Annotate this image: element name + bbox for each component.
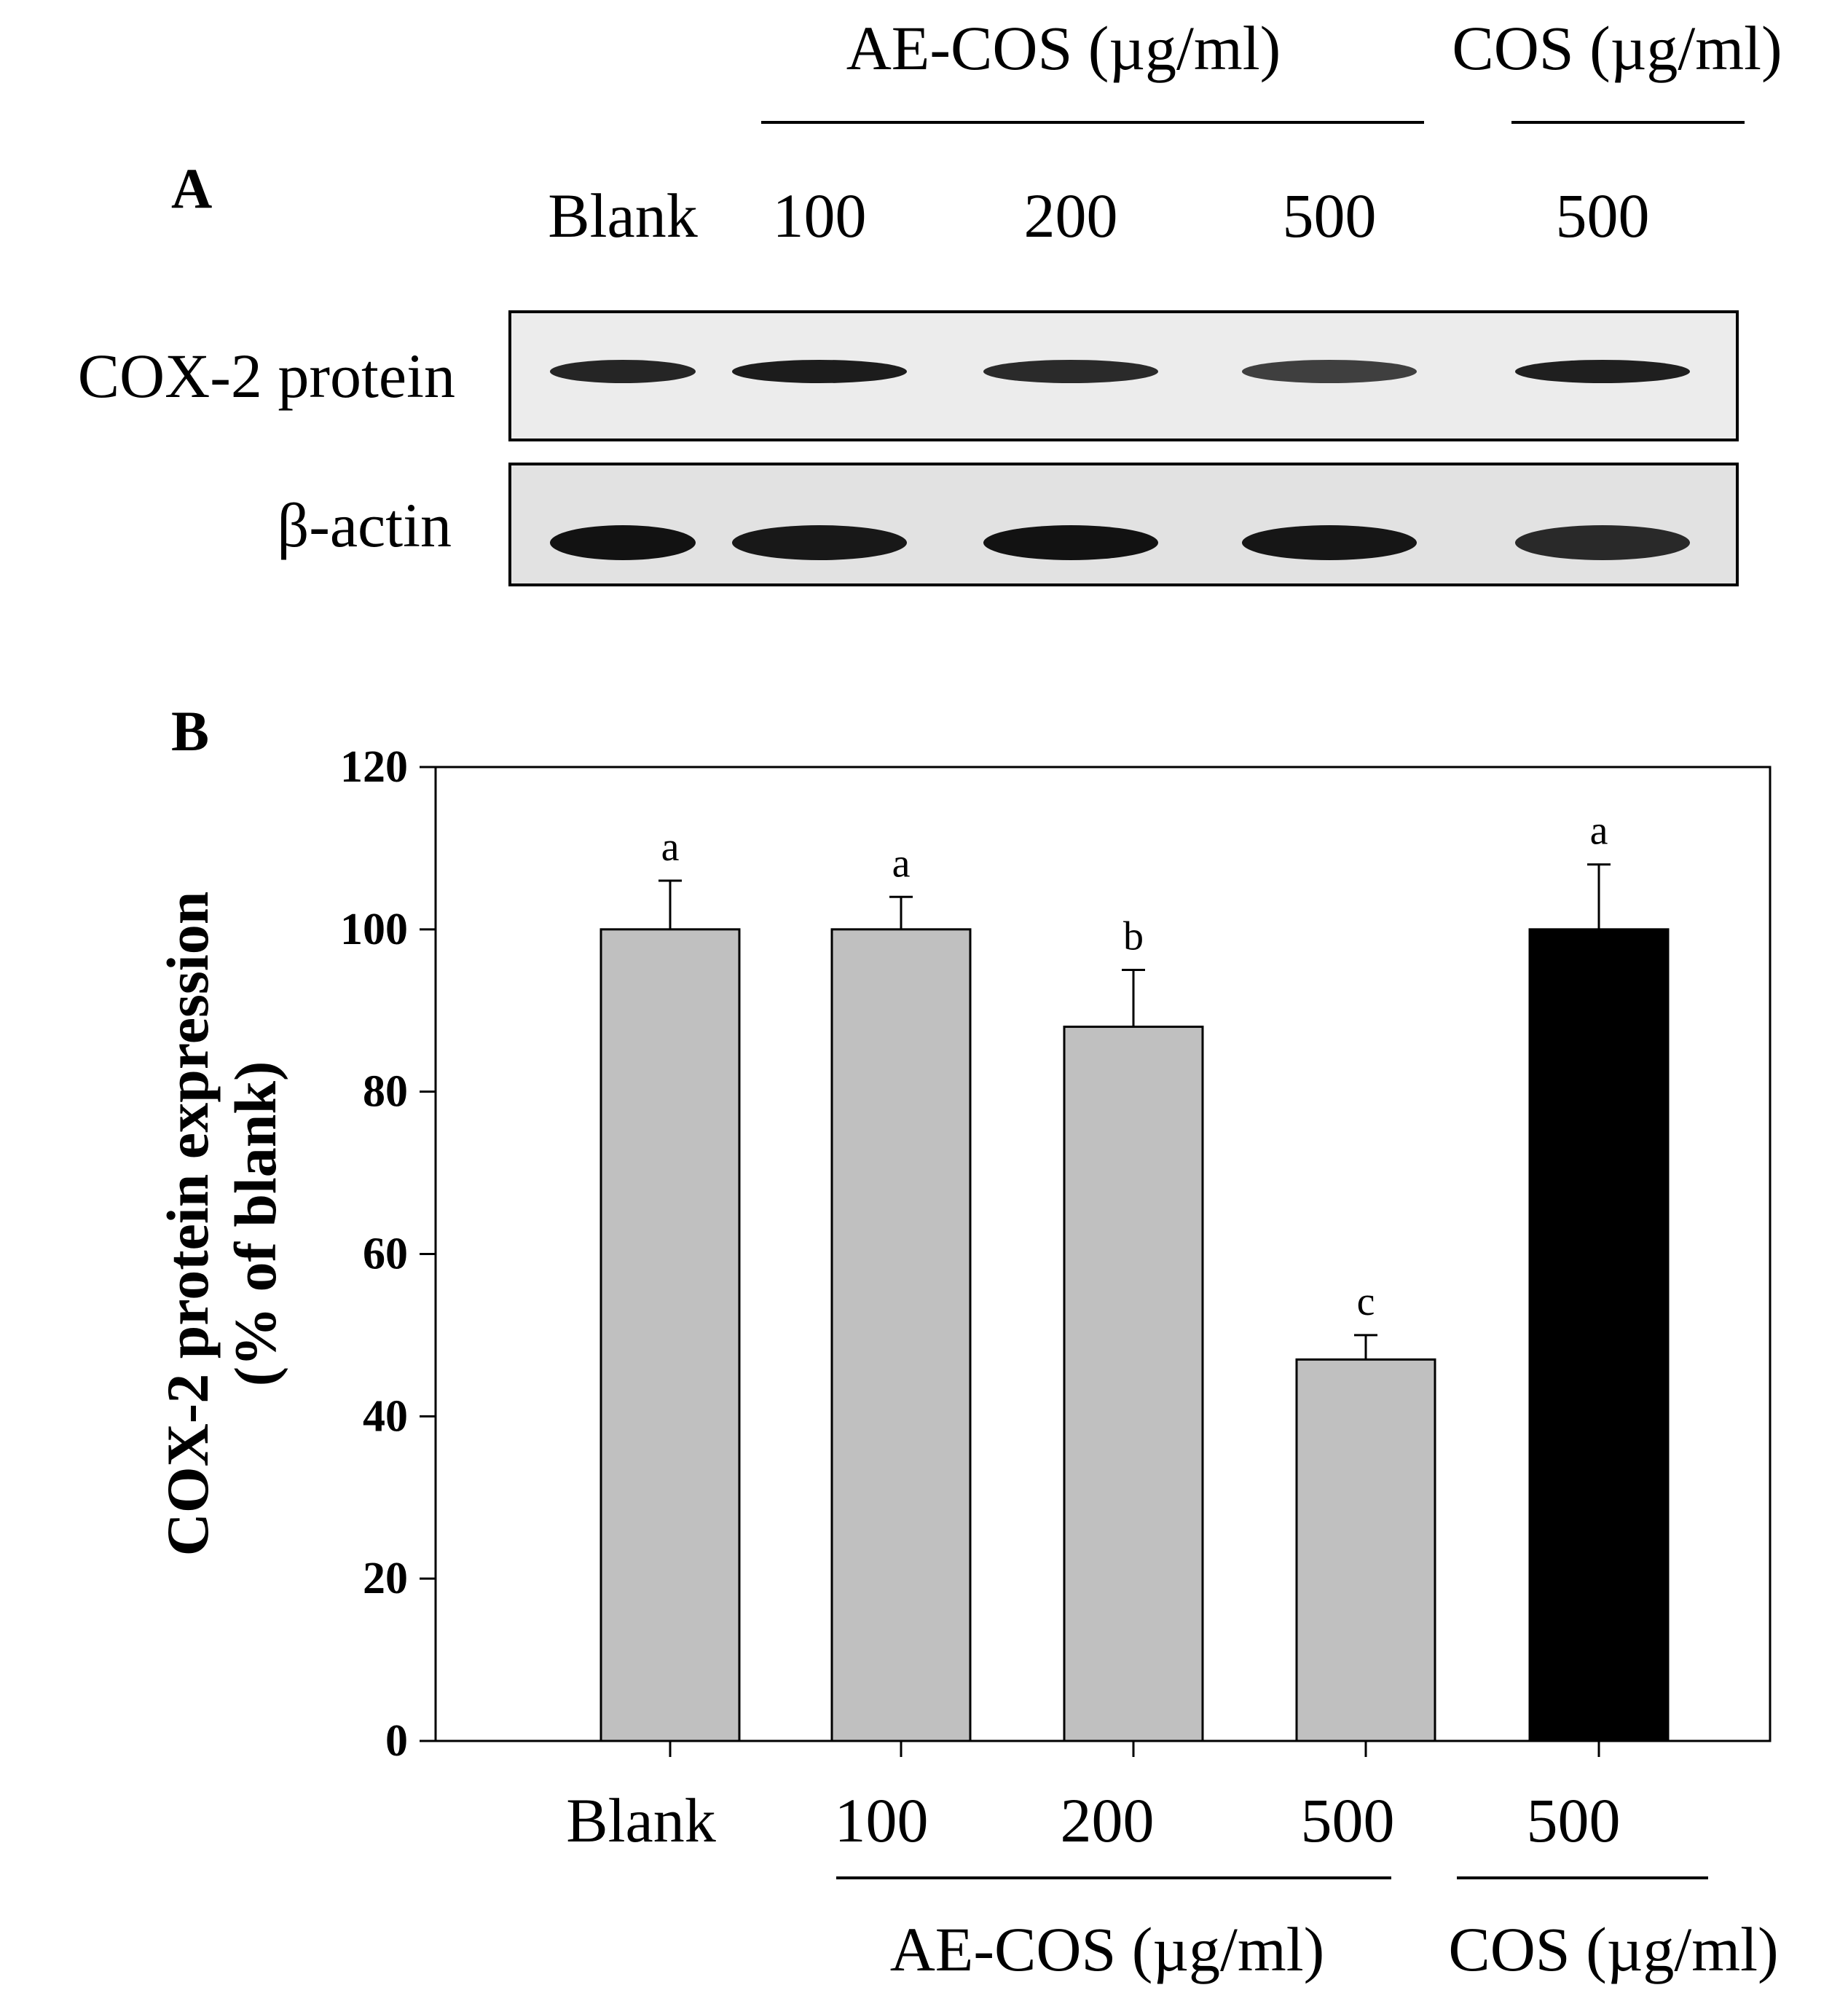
- y-axis-ticks: 0 20 40 60 80 100 120: [340, 742, 436, 1766]
- panel-b: B COX-2 protein expression (% of blank) …: [154, 699, 1779, 1984]
- bar: [599, 928, 741, 1742]
- bar: [830, 928, 972, 1742]
- blot-bands-cox2: [550, 360, 1690, 383]
- significance-letter: a: [661, 825, 680, 870]
- blot-lane-label: 500: [1556, 181, 1650, 251]
- blot-band-cox2: [732, 360, 907, 383]
- blot-band-beta-actin: [732, 525, 907, 560]
- blot-band-cox2: [550, 360, 696, 383]
- y-tick-label: 60: [363, 1230, 408, 1279]
- blot-bands-beta-actin: [550, 525, 1690, 560]
- panel-a: A AE-COS (µg/ml) COS (µg/ml) Blank 100 2…: [78, 13, 1782, 586]
- x-tick-label: 500: [1301, 1785, 1395, 1855]
- blot-band-cox2: [983, 360, 1158, 383]
- x-tick-label: 100: [835, 1785, 929, 1855]
- blot-band-cox2: [1515, 360, 1690, 383]
- blot-lane-label: 100: [773, 181, 867, 251]
- blot-group-header-ae-cos: AE-COS (µg/ml): [846, 13, 1281, 83]
- significance-letter: a: [892, 841, 911, 886]
- bar: [1063, 1026, 1204, 1742]
- bar: [1295, 1358, 1436, 1742]
- blot-band-beta-actin: [983, 525, 1158, 560]
- blot-band-beta-actin: [1242, 525, 1417, 560]
- x-tick-label: Blank: [566, 1785, 715, 1855]
- bar-series: a a b c a: [599, 809, 1670, 1742]
- blot-strip-beta-actin: [508, 463, 1739, 586]
- panel-b-label: B: [171, 699, 209, 763]
- blot-lane-label: 200: [1024, 181, 1118, 251]
- y-tick-label: 120: [340, 742, 408, 792]
- panel-a-label: A: [171, 157, 212, 220]
- x-tick-label: 500: [1527, 1785, 1621, 1855]
- y-tick-label: 40: [363, 1391, 408, 1441]
- blot-row-label-cox2: COX-2 protein: [78, 341, 455, 411]
- blot-lane-label: Blank: [548, 181, 697, 251]
- significance-letter: c: [1357, 1279, 1375, 1324]
- x-group-label-ae-cos: AE-COS (µg/ml): [890, 1914, 1325, 1984]
- blot-band-beta-actin: [1515, 525, 1690, 560]
- x-tick-label: 200: [1061, 1785, 1155, 1855]
- significance-letter: b: [1123, 914, 1144, 959]
- blot-row-label-beta-actin: β-actin: [277, 490, 452, 560]
- y-tick-label: 100: [340, 905, 408, 954]
- blot-band-beta-actin: [550, 525, 696, 560]
- bar: [1528, 928, 1670, 1742]
- blot-lane-label: 500: [1283, 181, 1377, 251]
- x-axis-tick-labels: Blank 100 200 500 500: [566, 1741, 1621, 1855]
- blot-band-cox2: [1242, 360, 1417, 383]
- significance-letter: a: [1590, 809, 1608, 854]
- y-tick-label: 80: [363, 1067, 408, 1117]
- y-tick-label: 20: [363, 1554, 408, 1603]
- y-axis-title-line1: COX-2 protein expression: [154, 892, 221, 1557]
- blot-group-header-cos: COS (µg/ml): [1452, 13, 1782, 83]
- x-group-label-cos: COS (µg/ml): [1448, 1914, 1778, 1984]
- y-tick-label: 0: [385, 1716, 408, 1766]
- y-axis-title-line2: (% of blank): [222, 1061, 288, 1387]
